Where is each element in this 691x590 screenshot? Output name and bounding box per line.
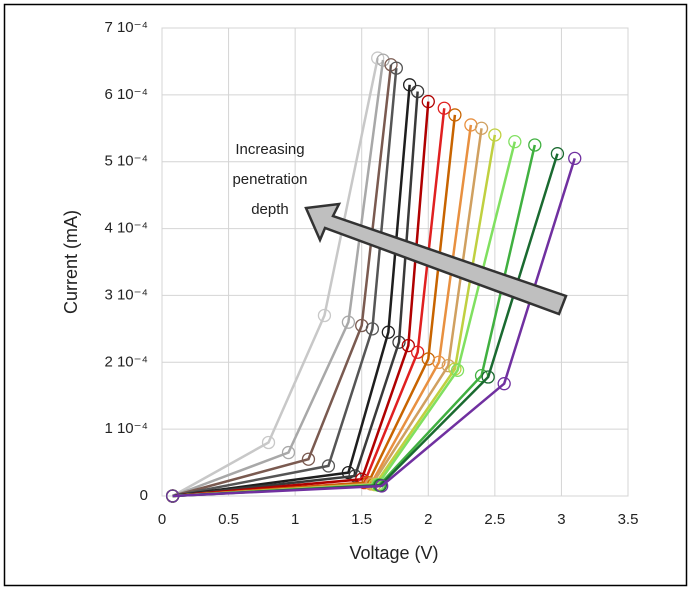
x-axis-label: Voltage (V) (349, 543, 438, 563)
y-tick-label: 0 (140, 487, 148, 504)
point (376, 53, 390, 67)
x-tick-label: 0 (158, 511, 166, 528)
series-line (172, 91, 419, 498)
point (568, 151, 582, 166)
point (497, 377, 511, 391)
x-tick-label: 0.5 (218, 511, 239, 528)
point (450, 363, 465, 377)
point (365, 322, 380, 336)
arrow (304, 202, 568, 316)
series-line (172, 157, 576, 498)
y-tick-label: 4 10⁻⁴ (104, 220, 148, 237)
point (348, 469, 362, 483)
point (402, 78, 417, 92)
y-tick-label: 2 10⁻⁴ (104, 353, 148, 370)
point (550, 147, 565, 161)
y-tick-label: 6 10⁻⁴ (104, 86, 148, 103)
series-line (172, 64, 393, 498)
point (528, 138, 542, 152)
point (437, 101, 451, 115)
series-line (172, 101, 430, 498)
x-tick-label: 2 (424, 511, 432, 528)
x-tick-label: 1.5 (351, 511, 372, 528)
series-line (172, 59, 385, 498)
point (432, 355, 446, 369)
y-tick-label: 3 10⁻⁴ (104, 286, 148, 303)
point (410, 345, 425, 359)
point (401, 338, 415, 353)
point (508, 135, 522, 149)
point (317, 308, 332, 323)
point (375, 479, 389, 493)
point (281, 445, 296, 460)
frame (3, 3, 688, 587)
point (166, 489, 180, 503)
point (389, 61, 403, 75)
point (488, 128, 502, 142)
point (341, 315, 356, 329)
x-tick-label: 2.5 (484, 511, 505, 528)
point (381, 325, 395, 339)
x-tick-label: 3 (557, 511, 565, 528)
series-line (172, 67, 398, 498)
y-axis-label: Current (mA) (61, 210, 81, 314)
series-line (172, 84, 411, 498)
series-line (172, 57, 379, 498)
point (392, 335, 406, 349)
point (481, 370, 495, 384)
point (474, 121, 489, 135)
x-tick-label: 3.5 (618, 511, 639, 528)
point (410, 84, 425, 99)
point (261, 435, 276, 450)
y-tick-label: 5 10⁻⁴ (104, 153, 148, 170)
point (448, 108, 462, 122)
point (321, 459, 336, 473)
annotation: depth (251, 201, 289, 218)
x-tick-label: 1 (291, 511, 299, 528)
point (341, 465, 356, 480)
y-tick-label: 7 10⁻⁴ (104, 19, 148, 36)
point (371, 51, 385, 65)
plot-area (161, 27, 629, 497)
point (421, 94, 435, 109)
annotation: penetration (232, 171, 307, 188)
annotation: Increasing (235, 141, 304, 158)
point (301, 452, 316, 466)
y-tick-label: 1 10⁻⁴ (104, 420, 148, 437)
